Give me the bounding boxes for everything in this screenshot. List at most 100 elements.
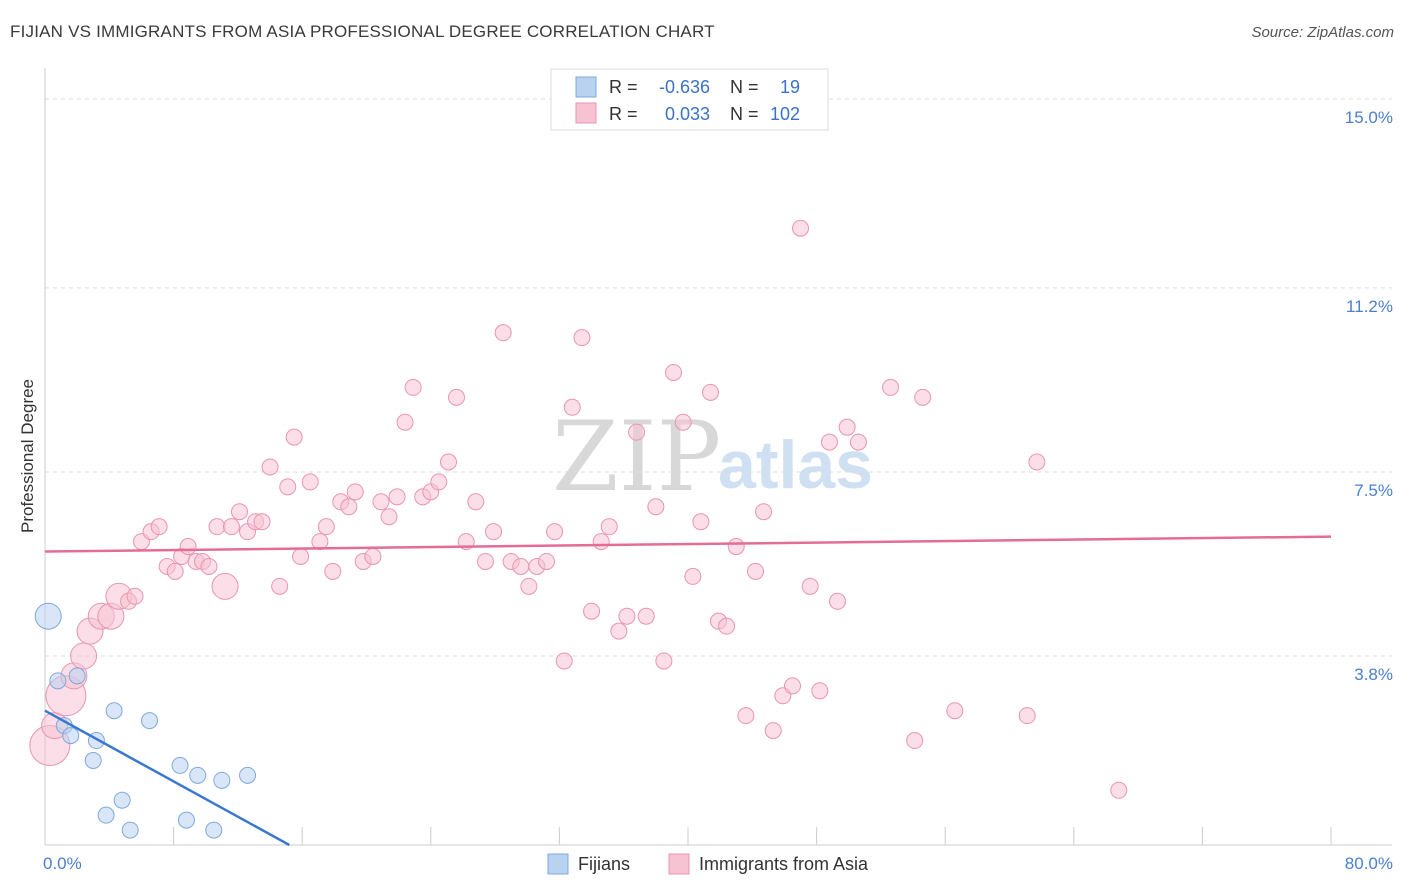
- data-point: [179, 538, 197, 556]
- data-point: [546, 523, 564, 541]
- data-point: [811, 682, 829, 700]
- data-point: [583, 602, 601, 620]
- data-point: [684, 567, 702, 585]
- data-point: [239, 766, 257, 784]
- data-point: [538, 552, 556, 570]
- axes: [44, 68, 1392, 846]
- data-point: [430, 473, 448, 491]
- data-point: [126, 587, 144, 605]
- data-point: [674, 413, 692, 431]
- data-point: [261, 458, 279, 476]
- watermark-atlas: atlas: [718, 427, 873, 503]
- data-point: [364, 548, 382, 566]
- data-point: [1028, 453, 1046, 471]
- legend-r-value-1: -0.636: [659, 77, 710, 97]
- x-ticks: [173, 827, 1332, 845]
- legend-n-value-1: 19: [780, 77, 800, 97]
- data-point: [655, 652, 673, 670]
- data-point: [84, 751, 102, 769]
- trend-lines: [44, 535, 1332, 847]
- data-point: [563, 398, 581, 416]
- data-point: [665, 363, 683, 381]
- data-point: [764, 722, 782, 740]
- data-point: [727, 538, 745, 556]
- data-point: [205, 821, 223, 839]
- data-point: [346, 483, 364, 501]
- data-point: [285, 428, 303, 446]
- data-point: [121, 821, 139, 839]
- trend-line-asia: [44, 535, 1332, 553]
- y-tick-label: 3.8%: [1354, 665, 1393, 684]
- bottom-legend-swatch-asia: [668, 853, 690, 875]
- data-point: [692, 513, 710, 531]
- data-point: [439, 453, 457, 471]
- data-point: [222, 518, 240, 536]
- bottom-legend-label-asia: Immigrants from Asia: [699, 854, 869, 874]
- data-point: [211, 572, 239, 600]
- data-point: [755, 503, 773, 521]
- data-point: [702, 383, 720, 401]
- data-point: [573, 329, 591, 347]
- data-point: [150, 518, 168, 536]
- data-point: [555, 652, 573, 670]
- data-point: [105, 702, 123, 720]
- data-point: [747, 562, 765, 580]
- data-point: [448, 388, 466, 406]
- legend-r-label-1: R =: [609, 77, 638, 97]
- legend-n-label-2: N =: [730, 104, 759, 124]
- y-tick-label: 15.0%: [1345, 108, 1393, 127]
- series-immigrants-from-asia: [29, 219, 1128, 799]
- data-point: [301, 473, 319, 491]
- data-point: [600, 518, 618, 536]
- bottom-legend-swatch-fijians: [547, 853, 569, 875]
- bottom-legend: Fijians Immigrants from Asia: [547, 853, 869, 875]
- data-point: [1018, 707, 1036, 725]
- data-point: [62, 727, 80, 745]
- legend-r-value-2: 0.033: [665, 104, 710, 124]
- data-point: [637, 607, 655, 625]
- grid-lines: [45, 98, 1392, 657]
- data-point: [467, 493, 485, 511]
- data-point: [49, 672, 67, 690]
- data-point: [324, 562, 342, 580]
- data-point: [97, 806, 115, 824]
- data-point: [140, 712, 158, 730]
- legend-box: R = -0.636 N = 19 R = 0.033 N = 102: [550, 68, 829, 131]
- legend-n-value-2: 102: [770, 104, 800, 124]
- data-point: [838, 418, 856, 436]
- data-point: [279, 478, 297, 496]
- legend-frame: [550, 68, 829, 131]
- data-point: [271, 577, 289, 595]
- data-point: [914, 388, 932, 406]
- chart-title: FIJIAN VS IMMIGRANTS FROM ASIA PROFESSIO…: [10, 22, 715, 41]
- data-point: [647, 498, 665, 516]
- data-point: [628, 423, 646, 441]
- y-axis-label: Professional Degree: [18, 379, 37, 533]
- bottom-legend-label-fijians: Fijians: [578, 854, 630, 874]
- data-point: [610, 622, 628, 640]
- x-tick-label-min: 0.0%: [43, 854, 82, 873]
- data-point: [372, 493, 390, 511]
- watermark-zip: ZIP: [552, 401, 721, 513]
- data-point: [737, 707, 755, 725]
- data-point: [380, 508, 398, 526]
- legend-n-label-1: N =: [730, 77, 759, 97]
- data-point: [618, 607, 636, 625]
- data-point: [70, 642, 98, 670]
- y-tick-label: 7.5%: [1354, 481, 1393, 500]
- data-point: [166, 562, 184, 580]
- data-point: [801, 577, 819, 595]
- series-fijians: [34, 602, 257, 839]
- data-point: [1110, 781, 1128, 799]
- data-point: [34, 602, 62, 630]
- data-point: [68, 667, 86, 685]
- data-point: [520, 577, 538, 595]
- data-point: [494, 324, 512, 342]
- data-point: [882, 378, 900, 396]
- data-point: [317, 518, 335, 536]
- data-point: [906, 732, 924, 750]
- legend-r-label-2: R =: [609, 104, 638, 124]
- data-point: [396, 413, 414, 431]
- data-point: [292, 548, 310, 566]
- data-point: [113, 791, 131, 809]
